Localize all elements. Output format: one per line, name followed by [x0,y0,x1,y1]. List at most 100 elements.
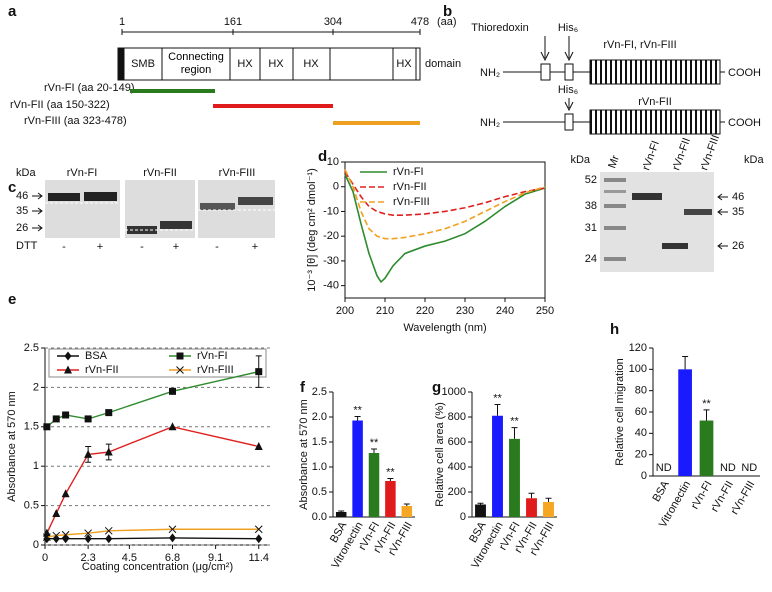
point [84,449,93,458]
band-label: 26 [732,240,744,252]
bar [335,512,347,517]
error-bar [494,404,501,416]
plot-frame [344,161,546,299]
x-tick-label: 210 [376,305,394,317]
fragment-label: rVn-FI (aa 20-149) [44,82,134,94]
point [254,442,263,450]
sign: - [62,241,66,253]
y-axis-label: Absorbance at 570 nm [6,391,18,502]
point [61,530,70,539]
domain: HX [268,58,284,70]
band-arrows [717,193,728,250]
unit: kDa [744,154,764,166]
y-tick-label: 10 [327,156,339,168]
lane-label: rVn-FII [670,136,693,172]
y-tick-label: 1.0 [312,461,327,473]
point [105,409,113,417]
significance: ** [353,404,362,416]
sign: + [97,241,103,253]
x-tick-label: 250 [536,305,554,317]
scale-tick: 304 [324,16,342,28]
x-tick-label: 200 [336,305,354,317]
y-tick-label: 20 [635,449,647,461]
line-series [344,169,546,240]
bar [385,481,396,517]
legend-marker [64,365,72,374]
legend-label: rVn-FII [393,181,427,193]
line-series [344,171,546,216]
gel [600,172,714,272]
y-tick-label: 0 [641,470,647,482]
y-axis-label: Relative cell area (%) [434,402,446,507]
error-bar [387,478,394,481]
x-tick-label: 230 [456,305,474,317]
fit-line [46,537,259,540]
lane-label: rVn-FI [67,167,98,179]
marker-arrows [32,192,43,232]
point [104,526,113,535]
x-tick-label: 4.5 [122,552,137,564]
y-axis-label: Relative cell migration [614,358,626,466]
y-tick-label: 80 [635,385,647,397]
value-label: ND [741,462,757,474]
panel-label: e [8,291,16,308]
legend-label: rVn-FIII [393,196,430,208]
band-label: 46 [732,191,744,203]
panel-label: c [8,179,16,196]
band-label: 35 [732,206,744,218]
y-tick-label: 2.0 [312,411,327,423]
scale-tick: 478 [411,16,429,28]
error-bar [354,416,361,421]
point [42,528,51,537]
point [255,368,263,376]
construct-label: rVn-FI, rVn-FIII [603,39,676,51]
construct [503,98,725,135]
bar [678,369,692,476]
lane-label: rVn-FII [143,167,177,179]
legend-box [48,348,267,378]
legend-marker [176,366,184,374]
point [52,415,60,423]
y-axis-label: 10⁻³ [θ] (deg cm² dmol⁻¹) [306,168,318,291]
marker-label: 26 [16,222,28,234]
construct [503,36,725,85]
scale-tick: 161 [224,16,242,28]
y-tick-label: 40 [635,427,647,439]
fit-line [46,370,259,428]
legend-marker [64,351,72,361]
y-tick-label: -40 [323,280,339,292]
value-label: ND [720,462,736,474]
bar [543,502,554,517]
point [84,534,92,544]
tag-label: His₆ [558,84,578,96]
lane-label: rVn-FI [640,139,662,172]
point [168,422,177,431]
y-tick-label: 0 [33,539,39,551]
fragment-label: rVn-FII (aa 150-322) [10,99,110,111]
gel [45,180,275,238]
y-tick-label: 2 [33,381,39,393]
y-tick-label: -20 [323,230,339,242]
bar [401,506,413,517]
bar [368,453,380,517]
lane-label: rVn-FIII [219,167,256,179]
y-tick-label: 200 [448,486,466,498]
marker-label: 46 [16,190,28,202]
bar [475,504,486,517]
scale-tick: 1 [119,16,125,28]
point [84,529,92,538]
y-tick-label: 100 [629,363,647,375]
y-tick-label: 1.5 [24,421,39,433]
significance: ** [510,416,519,428]
marker-label: 38 [585,200,597,212]
bar [352,420,363,517]
error-bar [545,497,552,502]
point [254,525,263,534]
domain: Connecting region [168,51,224,76]
panel-label: g [432,379,441,396]
unit: kDa [570,154,590,166]
bar [509,438,520,517]
point [84,415,92,423]
point [169,387,176,395]
